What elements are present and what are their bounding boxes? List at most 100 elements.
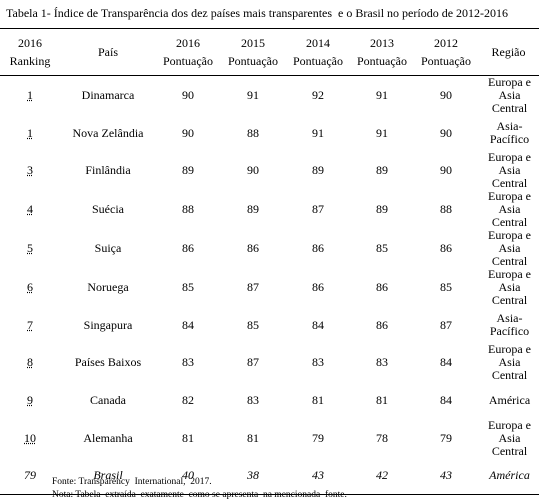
table-cell: 91 [312,125,324,140]
table-cell: América [489,468,530,483]
table-cell: Europa e Asia Central [488,267,531,308]
table-row: 9 Canada 82 83 81 81 84 América [0,382,539,418]
table-cell: 40 [182,468,194,483]
table-cell: 81 [247,430,259,445]
header-text: Pontuação [421,54,471,68]
header-row: 2016 Ranking País 2016 Pontuação 2015 Pontuaçã… [0,28,539,76]
table-cell: 42 [376,468,388,483]
header-cell: 2014 Pontuação [286,29,350,76]
header-cell: 2012 Pontuação [414,29,478,76]
ranking: 7 [27,317,33,332]
header-text: 2014 [306,36,330,50]
table-cell: 85 [376,241,388,256]
table-cell: Singapura [83,317,133,332]
table-row: 6 Noruega 85 87 86 86 85 Europa e Asia Central [0,268,539,307]
table-cell: 84 [182,317,194,332]
table-cell: Países Baixos [74,355,142,370]
header-cell: 2013 Pontuação [350,29,414,76]
footnote: Nota: Tabela extraída exatamente como se… [52,490,347,500]
header-text: 2012 [434,36,458,50]
table-body: 1 Dinamarca 90 91 92 91 90 Europa e Asia Centra… [0,76,539,495]
table-cell: 38 [247,468,259,483]
ranking: 6 [27,280,33,295]
table-cell: 89 [182,163,194,178]
ranking: 1 [27,88,33,102]
ranking: 9 [27,392,33,407]
header-text: 2015 [241,36,265,50]
table: 2016 Ranking País 2016 Pontuação 2015 Pontuaçã… [0,28,539,495]
table-cell: 91 [247,88,259,102]
table-cell: 1 [0,76,60,116]
table-cell: 87 [312,202,324,217]
header-text: 2016 [18,36,42,50]
table-cell: 79 [312,430,324,445]
table-cell: 83 [312,355,324,370]
table-cell: 86 [376,317,388,332]
table-cell: Finlândia [85,163,131,178]
header-cell: 2016 Pontuação [156,29,220,76]
table-cell: 79 [440,430,452,445]
table-cell: Suiça [94,241,122,256]
table-title: Tabela 1- Índice de Transparência dos de… [6,6,509,20]
ranking: 4 [27,202,33,217]
table-row: 8 Países Baixos 83 87 83 83 84 Europa e Asia Ce… [0,343,539,382]
table-cell: 1 [0,115,60,151]
table-cell: 5 [0,229,60,268]
table-cell: 87 [440,317,452,332]
table-cell: 90 [182,125,194,140]
table-cell: 6 [0,268,60,307]
header-text: Pontuação [293,54,343,68]
table-cell: 84 [440,392,452,407]
table-cell: 84 [312,317,324,332]
header-text: Região [491,45,526,59]
table-cell: 88 [247,125,259,140]
table-cell: 86 [440,241,452,256]
table-cell: 82 [182,392,194,407]
header-cell: País [60,29,156,76]
table-cell: 90 [440,125,452,140]
table-cell: 81 [312,392,324,407]
header-text: Pontuação [163,54,213,68]
table-cell: 43 [312,468,324,483]
header-text: Ranking [9,54,51,68]
ranking: 5 [27,241,33,256]
table-cell: 88 [182,202,194,217]
table-cell: Asia-Pacífico [489,119,530,147]
table-cell: 8 [0,343,60,382]
table-cell: 86 [312,241,324,256]
table-cell: Canada [90,392,126,407]
table-cell: 90 [440,88,452,102]
ranking: 10 [24,430,36,445]
ranking: 3 [27,163,33,178]
table-cell: 85 [182,280,194,295]
header-cell: 2016 Ranking [0,29,60,76]
table-cell: América [488,392,531,407]
table-cell: 87 [247,280,259,295]
table-cell: 7 [0,307,60,343]
table-row: 1 Dinamarca 90 91 92 91 90 Europa e Asia Centra… [0,76,539,116]
table-cell: 10 [0,419,60,458]
table-row: 3 Finlândia 89 90 89 89 90 Europa e Asia Centra… [0,151,539,190]
table-cell: 79 [24,468,36,483]
header-text: País [97,45,118,59]
table-cell: 91 [376,88,388,102]
table-row: 79 Brasil 40 38 43 42 43 América [0,458,539,495]
table-header: 2016 Ranking País 2016 Pontuação 2015 Pontuaçã… [0,28,539,76]
table-cell: 86 [247,241,259,256]
table-cell: Dinamarca [81,88,135,102]
table-row: 10 Alemanha 81 81 79 78 79 Europa e Asia Centra… [0,418,539,458]
table-cell: 83 [182,355,194,370]
table-cell: 91 [376,125,388,140]
header-cell: Região [478,29,539,76]
table-cell: Europa e Asia Central [488,150,531,191]
table-cell: Suécia [92,202,124,217]
table-cell: 92 [312,88,324,102]
table-cell: 85 [247,317,259,332]
table-cell: 81 [376,392,388,407]
table-cell: 89 [376,202,388,217]
table-cell: 89 [312,163,324,178]
table-cell: Nova Zelândia [72,125,144,140]
table-cell: 86 [182,241,194,256]
table-cell: 78 [376,430,388,445]
ranking: 8 [27,355,33,370]
